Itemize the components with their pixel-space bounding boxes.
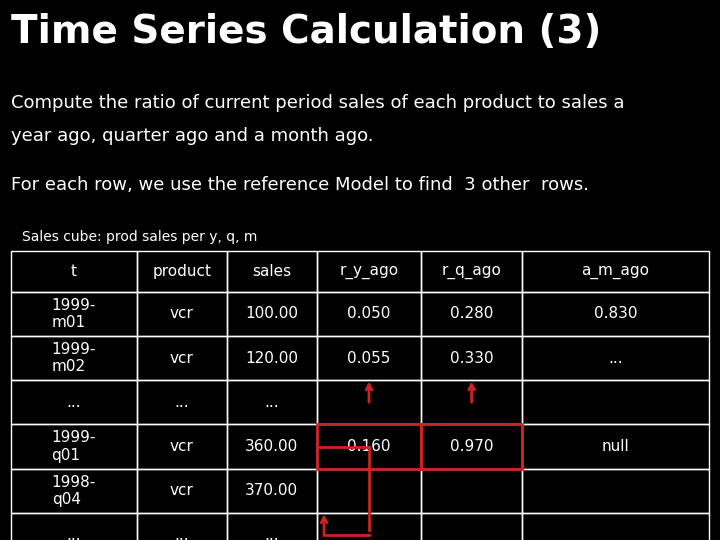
Bar: [421, 380, 522, 424]
Text: 370.00: 370.00: [246, 483, 298, 498]
Text: ...: ...: [66, 528, 81, 540]
Bar: [522, 251, 709, 292]
Text: r_q_ago: r_q_ago: [441, 264, 502, 279]
Text: year ago, quarter ago and a month ago.: year ago, quarter ago and a month ago.: [11, 127, 373, 145]
Bar: [227, 292, 317, 336]
Bar: [137, 292, 227, 336]
Bar: [317, 424, 421, 469]
Text: ...: ...: [174, 528, 189, 540]
Bar: [522, 513, 709, 540]
Text: 0.970: 0.970: [450, 439, 493, 454]
Text: For each row, we use the reference Model to find  3 other  rows.: For each row, we use the reference Model…: [11, 176, 589, 193]
Text: vcr: vcr: [170, 439, 194, 454]
Bar: [421, 469, 522, 513]
Bar: [522, 424, 709, 469]
Bar: [421, 292, 522, 336]
Text: Sales cube: prod sales per y, q, m: Sales cube: prod sales per y, q, m: [22, 230, 257, 244]
Bar: [11, 469, 137, 513]
Text: 0.050: 0.050: [347, 306, 391, 321]
Text: vcr: vcr: [170, 483, 194, 498]
Text: 120.00: 120.00: [246, 350, 298, 366]
Text: product: product: [153, 264, 211, 279]
Bar: [11, 424, 137, 469]
Text: 0.160: 0.160: [347, 439, 391, 454]
Bar: [137, 380, 227, 424]
Text: vcr: vcr: [170, 306, 194, 321]
Text: Time Series Calculation (3): Time Series Calculation (3): [11, 14, 601, 51]
Text: 360.00: 360.00: [246, 439, 298, 454]
Bar: [137, 251, 227, 292]
Text: ...: ...: [174, 395, 189, 410]
Text: vcr: vcr: [170, 350, 194, 366]
Bar: [227, 380, 317, 424]
Text: 1998-
q04: 1998- q04: [52, 475, 96, 507]
Bar: [522, 380, 709, 424]
Bar: [421, 424, 522, 469]
Text: r_y_ago: r_y_ago: [339, 264, 399, 279]
Bar: [317, 424, 421, 469]
Bar: [421, 336, 522, 380]
Bar: [317, 292, 421, 336]
Bar: [522, 292, 709, 336]
Bar: [11, 336, 137, 380]
Text: ...: ...: [66, 395, 81, 410]
Bar: [137, 424, 227, 469]
Text: t: t: [71, 264, 77, 279]
Bar: [227, 469, 317, 513]
Bar: [317, 469, 421, 513]
Text: sales: sales: [252, 264, 292, 279]
Bar: [11, 380, 137, 424]
Text: Compute the ratio of current period sales of each product to sales a: Compute the ratio of current period sale…: [11, 94, 624, 112]
Text: ...: ...: [264, 395, 279, 410]
Bar: [317, 336, 421, 380]
Text: 0.830: 0.830: [594, 306, 637, 321]
Text: 100.00: 100.00: [246, 306, 298, 321]
Bar: [227, 424, 317, 469]
Bar: [522, 336, 709, 380]
Bar: [227, 251, 317, 292]
Bar: [317, 513, 421, 540]
Text: 1999-
m02: 1999- m02: [52, 342, 96, 374]
Bar: [317, 380, 421, 424]
Bar: [227, 336, 317, 380]
Bar: [137, 336, 227, 380]
Bar: [11, 292, 137, 336]
Bar: [11, 513, 137, 540]
Text: 0.330: 0.330: [450, 350, 493, 366]
Bar: [137, 513, 227, 540]
Bar: [317, 251, 421, 292]
Text: a_m_ago: a_m_ago: [582, 264, 649, 279]
Bar: [421, 424, 522, 469]
Bar: [227, 513, 317, 540]
Text: ...: ...: [608, 350, 623, 366]
Text: 0.280: 0.280: [450, 306, 493, 321]
Bar: [522, 469, 709, 513]
Bar: [421, 251, 522, 292]
Text: null: null: [602, 439, 629, 454]
Text: 0.055: 0.055: [347, 350, 391, 366]
Text: ...: ...: [264, 528, 279, 540]
Bar: [137, 469, 227, 513]
Text: 1999-
q01: 1999- q01: [52, 430, 96, 463]
Bar: [11, 251, 137, 292]
Text: 1999-
m01: 1999- m01: [52, 298, 96, 330]
Bar: [421, 513, 522, 540]
